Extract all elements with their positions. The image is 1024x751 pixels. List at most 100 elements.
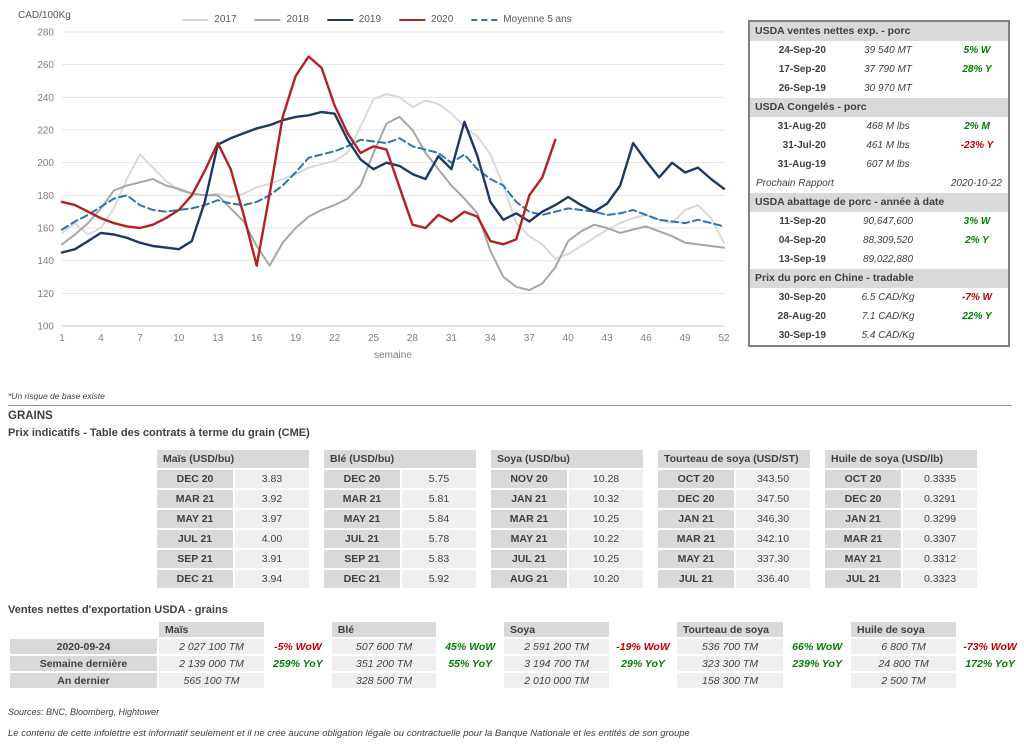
futures-group-header: Maïs (USD/bu) (157, 450, 309, 468)
svg-text:43: 43 (602, 333, 614, 344)
svg-text:220: 220 (37, 126, 54, 137)
svg-text:1: 1 (59, 333, 65, 344)
report-value: 6.5 CAD/Kg (861, 292, 915, 303)
export-sales-table: Maïs Blé Soya Tourteau de soya Huile de … (8, 620, 1024, 690)
contract-price: 343.50 (736, 470, 810, 488)
pork-price-chart: CAD/100Kg 2017 2018 2019 2020 Moyenne 5 … (6, 6, 748, 372)
report-change: 2% M (964, 121, 990, 132)
export-change (611, 673, 675, 688)
contract-month: AUG 21 (491, 570, 567, 588)
contract-month: DEC 21 (324, 570, 400, 588)
next-report-row: Prochain Rapport 2020-10-22 (750, 174, 1008, 193)
next-report-date: 2020-10-22 (950, 178, 1002, 189)
contract-price: 5.83 (402, 550, 476, 568)
export-change: 55% YoY (448, 657, 493, 670)
report-date: 31-Jul-20 (782, 140, 826, 151)
contract-price: 347.50 (736, 490, 810, 508)
chart-legend: 2017 2018 2019 2020 Moyenne 5 ans (182, 14, 572, 25)
gap-header-cell (785, 622, 849, 637)
legal-disclaimer: Le contenu de cette infolettre est infor… (8, 728, 690, 739)
contract-price: 3.91 (235, 550, 309, 568)
contract-month: MAY 21 (157, 510, 233, 528)
export-sales-title: Ventes nettes d'exportation USDA - grain… (8, 604, 228, 616)
contract-month: MAY 21 (658, 550, 734, 568)
panel-row: 31-Aug-19 607 M lbs (750, 155, 1008, 174)
legend-label: 2020 (431, 14, 454, 25)
contract-month: MAY 21 (491, 530, 567, 548)
svg-text:22: 22 (329, 333, 341, 344)
svg-text:10: 10 (173, 333, 185, 344)
panel-header-slaughter: USDA abattage de porc - année à date (750, 193, 1008, 212)
contract-month: JUL 21 (491, 550, 567, 568)
chart-x-axis-title: semaine (374, 350, 412, 361)
legend-swatch-4 (471, 18, 498, 21)
report-date: 31-Aug-20 (777, 121, 826, 132)
legend-swatch-2 (326, 18, 353, 21)
export-change (266, 673, 330, 688)
export-change: 259% YoY (273, 657, 323, 670)
gap-header-cell (611, 622, 675, 637)
contract-price: 3.97 (235, 510, 309, 528)
contract-month: OCT 20 (825, 470, 901, 488)
legend-swatch-3 (399, 18, 426, 21)
report-value: 7.1 CAD/Kg (861, 311, 915, 322)
export-volume: 3 194 700 TM (504, 656, 610, 671)
report-value: 607 M lbs (866, 159, 910, 170)
contract-month: MAR 21 (825, 530, 901, 548)
svg-text:7: 7 (137, 333, 143, 344)
export-volume: 24 800 TM (850, 656, 957, 671)
contract-month: MAR 21 (491, 510, 567, 528)
svg-text:280: 280 (37, 28, 54, 39)
export-volume: 351 200 TM (331, 656, 437, 671)
contract-price: 3.94 (235, 570, 309, 588)
panel-row: 26-Sep-19 30 970 MT (750, 79, 1008, 98)
export-header-row: Maïs Blé Soya Tourteau de soya Huile de … (10, 622, 1022, 637)
export-volume: 2 591 200 TM (504, 639, 610, 654)
export-data-row: An dernier 565 100 TM 328 500 TM 2 010 0… (10, 673, 1022, 688)
report-change: -7% W (962, 292, 992, 303)
panel-row: 30-Sep-19 5.4 CAD/Kg (750, 326, 1008, 345)
export-volume: 6 800 TM (850, 639, 957, 654)
contract-month: DEC 20 (658, 490, 734, 508)
contract-month: DEC 20 (825, 490, 901, 508)
contract-price: 0.3312 (903, 550, 977, 568)
report-value: 89,022,880 (862, 254, 914, 265)
futures-group-header: Tourteau de soya (USD/ST) (658, 450, 810, 468)
export-row-label: Semaine dernière (10, 656, 157, 671)
export-change: -19% WoW (616, 640, 670, 653)
export-volume: 323 300 TM (676, 656, 784, 671)
svg-text:240: 240 (37, 93, 54, 104)
gap-header-cell (958, 622, 1022, 637)
panel-row: 30-Sep-20 6.5 CAD/Kg -7% W (750, 288, 1008, 307)
report-change (946, 326, 1008, 345)
gap-header-cell (438, 622, 503, 637)
grain-column-header: Huile de soya (850, 622, 957, 637)
export-row-label: 2020-09-24 (10, 639, 157, 654)
panel-header-china-price: Prix du porc en Chine - tradable (750, 269, 1008, 288)
export-change: 172% YoY (965, 657, 1015, 670)
futures-group-header: Huile de soya (USD/lb) (825, 450, 977, 468)
svg-text:25: 25 (368, 333, 380, 344)
grain-futures-table: Maïs (USD/bu) DEC 20 3.83 MAR 21 3.92 MAY … (155, 448, 979, 590)
export-change (785, 673, 849, 688)
export-change: 45% WoW (445, 640, 496, 653)
futures-group-soya: Soya (USD/bu) NOV 20 10.28 JAN 21 10.32 MA… (489, 448, 645, 590)
contract-month: JAN 21 (658, 510, 734, 528)
svg-text:100: 100 (37, 322, 54, 333)
contract-price: 5.81 (402, 490, 476, 508)
svg-text:37: 37 (524, 333, 536, 344)
contract-month: JAN 21 (825, 510, 901, 528)
contract-month: MAR 21 (157, 490, 233, 508)
report-change: 22% Y (962, 311, 992, 322)
legend-swatch-0 (182, 18, 209, 21)
svg-text:31: 31 (446, 333, 458, 344)
export-change (958, 673, 1022, 688)
contract-month: MAY 21 (324, 510, 400, 528)
legend-label: Moyenne 5 ans (503, 14, 572, 25)
export-change: 29% YoY (621, 657, 665, 670)
report-change (946, 155, 1008, 174)
panel-row: 11-Sep-20 90,647,600 3% W (750, 212, 1008, 231)
report-date: 24-Sep-20 (778, 45, 826, 56)
contract-price: 5.78 (402, 530, 476, 548)
futures-table-title: Prix indicatifs - Table des contrats à t… (8, 427, 310, 439)
